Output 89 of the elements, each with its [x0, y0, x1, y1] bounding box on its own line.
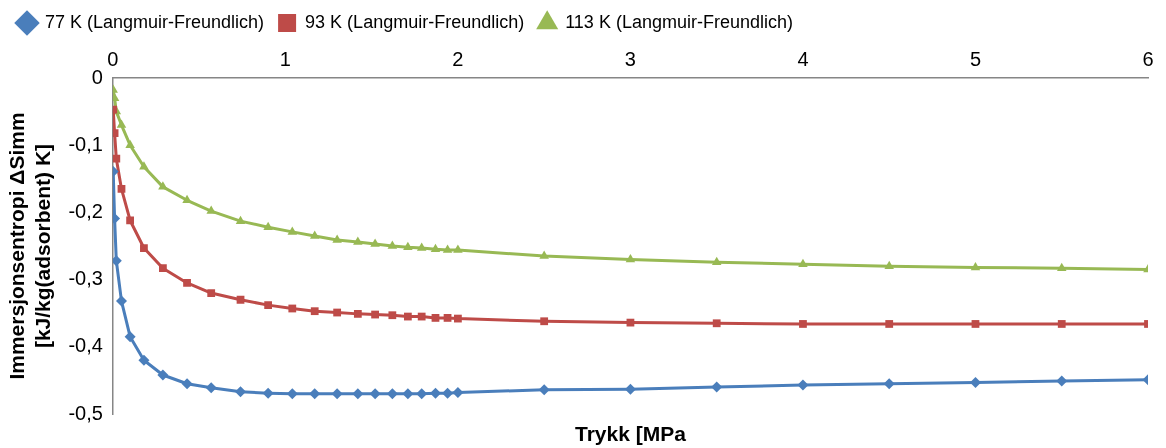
y-tick-label: -0,1	[68, 132, 103, 155]
point	[353, 309, 362, 318]
point	[138, 354, 150, 366]
point	[452, 387, 464, 398]
point	[158, 181, 168, 190]
point	[206, 205, 216, 214]
point	[797, 379, 809, 391]
x-tick-label: 1	[279, 47, 291, 70]
x-tick-label: 0	[107, 47, 119, 70]
y-tick-label: 0	[91, 65, 103, 88]
point	[124, 331, 136, 343]
point	[182, 194, 192, 204]
point	[112, 92, 120, 101]
point	[431, 314, 440, 322]
point	[371, 310, 379, 319]
point	[262, 387, 274, 399]
x-tick-label: 2	[452, 47, 464, 70]
point	[115, 295, 127, 307]
legend-label: 113 K (Langmuir-Freundlich)	[565, 11, 793, 32]
point	[454, 314, 462, 323]
point	[235, 215, 246, 224]
point	[352, 388, 364, 400]
point	[333, 308, 342, 317]
point	[971, 320, 980, 328]
point	[403, 241, 413, 251]
point	[183, 279, 191, 287]
point	[207, 289, 216, 297]
point	[126, 216, 134, 225]
point	[540, 317, 549, 326]
y-tick-label: -0,4	[68, 334, 103, 357]
x-tick-label: 4	[797, 47, 809, 70]
point	[263, 221, 273, 230]
y-tick-label: -0,5	[68, 401, 103, 424]
point	[288, 304, 297, 313]
point	[1056, 262, 1067, 271]
point	[205, 382, 217, 394]
point	[159, 264, 167, 273]
legend-label: 93 K (Langmuir-Freundlich)	[305, 11, 525, 32]
point	[442, 387, 454, 399]
point	[157, 369, 169, 381]
point	[287, 226, 298, 235]
point	[538, 384, 550, 396]
point	[116, 119, 127, 128]
point	[430, 243, 441, 253]
point	[369, 388, 381, 400]
point	[332, 234, 342, 243]
point	[309, 230, 320, 239]
point	[139, 161, 149, 170]
point	[799, 320, 807, 328]
x-tick-label: 5	[969, 47, 982, 70]
point	[112, 129, 119, 137]
point	[370, 238, 380, 247]
point	[112, 154, 121, 163]
x-tick-label: 3	[624, 47, 636, 70]
point	[112, 255, 122, 267]
point	[1057, 320, 1066, 328]
point	[140, 244, 148, 252]
point	[711, 256, 722, 265]
point	[442, 244, 453, 253]
point	[181, 378, 193, 390]
point	[236, 295, 245, 304]
point	[970, 262, 981, 271]
x-tick-label: 6	[1142, 47, 1154, 70]
x-axis-title: Trykk [MPa	[574, 422, 687, 446]
point	[417, 312, 426, 321]
point	[416, 242, 427, 251]
point	[388, 311, 397, 320]
point	[310, 307, 319, 316]
point	[539, 250, 549, 259]
point	[884, 260, 894, 269]
point	[331, 388, 343, 400]
legend-label: 77 K (Langmuir-Freundlich)	[45, 11, 265, 32]
point	[125, 139, 135, 148]
y-tick-label: -0,2	[68, 199, 103, 222]
point	[712, 319, 721, 328]
point	[625, 253, 636, 263]
point	[453, 244, 463, 253]
point	[353, 236, 363, 245]
point	[402, 388, 414, 400]
point	[798, 258, 808, 267]
y-axis-title: Immersjonsentropi ΔSimm [kJ/kg(adsorbent) K]	[5, 112, 54, 380]
point	[264, 301, 273, 310]
point	[387, 240, 398, 249]
point	[883, 378, 895, 390]
point	[117, 184, 126, 193]
point	[443, 314, 452, 322]
point	[885, 320, 894, 328]
point	[403, 312, 412, 321]
y-tick-label: -0,3	[68, 267, 103, 290]
